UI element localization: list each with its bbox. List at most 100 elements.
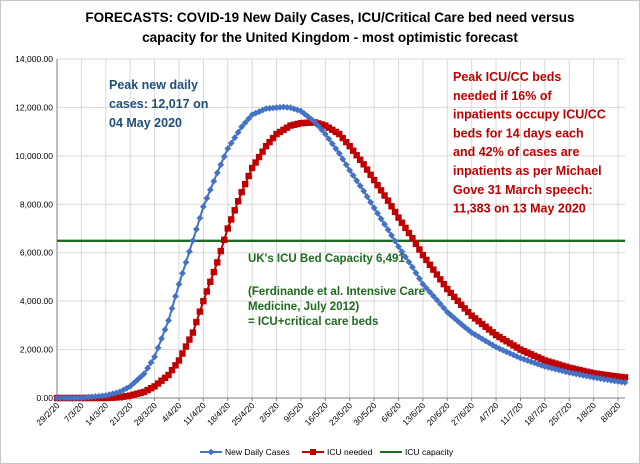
data-point-new-daily-cases: [325, 135, 333, 143]
data-point-icu-needed: [210, 268, 218, 276]
y-tick-label: 10,000.00: [15, 151, 53, 161]
data-point-icu-needed: [607, 372, 615, 379]
data-point-icu-needed: [252, 159, 259, 166]
annotation-capacity-source-line: Medicine, July 2012): [248, 301, 359, 313]
data-point-new-daily-cases: [71, 394, 78, 402]
annotation-peak-cases-line: Peak new daily: [109, 78, 198, 92]
data-point-new-daily-cases: [227, 139, 235, 147]
data-point-icu-needed: [168, 366, 176, 374]
annotation-peak-icu-line: 11,383 on 13 May 2020: [453, 202, 586, 216]
data-point-icu-needed: [391, 208, 399, 216]
data-point-new-daily-cases: [342, 161, 350, 169]
data-point-icu-needed: [583, 368, 590, 375]
data-point-icu-needed: [259, 148, 266, 155]
data-point-icu-needed: [241, 180, 249, 188]
data-point-icu-needed: [294, 120, 301, 128]
data-point-icu-needed: [562, 363, 569, 370]
y-tick-label: 4,000.00: [20, 296, 53, 306]
data-point-new-daily-cases: [182, 259, 190, 266]
data-point-icu-needed: [444, 285, 451, 293]
data-point-new-daily-cases: [53, 394, 61, 402]
y-tick-label: 0.00: [36, 393, 53, 403]
data-point-icu-needed: [151, 383, 158, 390]
data-point-icu-needed: [203, 288, 211, 295]
data-point-icu-needed: [412, 240, 420, 248]
data-point-new-daily-cases: [544, 363, 552, 371]
data-point-icu-needed: [485, 326, 493, 333]
data-point-icu-needed: [586, 369, 594, 376]
data-point-new-daily-cases: [349, 172, 357, 179]
data-point-icu-needed: [130, 391, 137, 398]
data-point-icu-needed: [503, 338, 510, 345]
data-point-icu-needed: [541, 357, 549, 364]
data-point-icu-needed: [273, 130, 280, 138]
annotation-peak-cases-line: 04 May 2020: [109, 116, 182, 130]
data-point-icu-needed: [238, 188, 245, 196]
y-tick-label: 8,000.00: [20, 199, 53, 209]
data-point-new-daily-cases: [433, 296, 441, 304]
data-point-new-daily-cases: [165, 317, 172, 324]
data-point-new-daily-cases: [381, 220, 388, 228]
data-point-new-daily-cases: [356, 182, 364, 190]
y-tick-label: 2,000.00: [20, 345, 53, 355]
data-point-icu-needed: [423, 256, 430, 264]
data-point-icu-needed: [133, 390, 141, 397]
data-point-icu-needed: [538, 355, 545, 363]
data-point-icu-needed: [266, 138, 273, 146]
data-point-new-daily-cases: [370, 204, 378, 212]
data-point-icu-needed: [381, 192, 388, 199]
data-point-icu-needed: [520, 347, 528, 355]
data-point-icu-needed: [464, 308, 472, 316]
data-point-icu-needed: [618, 373, 625, 381]
data-point-icu-needed: [447, 289, 454, 297]
series-icu-needed: [53, 119, 629, 402]
data-point-icu-needed: [248, 164, 256, 172]
data-point-icu-needed: [367, 171, 374, 179]
legend-label-icu-capacity: ICU capacity: [405, 447, 454, 457]
y-tick-label: 12,000.00: [15, 102, 53, 112]
data-point-new-daily-cases: [436, 300, 444, 308]
data-point-icu-needed: [513, 344, 521, 351]
legend-marker-new-daily-cases: [207, 448, 215, 456]
data-point-new-daily-cases: [220, 153, 228, 161]
data-point-icu-needed: [482, 323, 489, 330]
data-point-new-daily-cases: [154, 344, 162, 352]
annotation-capacity-source-line: (Ferdinande et al. Intensive Care: [248, 286, 425, 298]
data-point-new-daily-cases: [179, 269, 186, 277]
data-point-icu-needed: [395, 214, 402, 221]
data-point-new-daily-cases: [510, 351, 517, 359]
data-point-new-daily-cases: [210, 177, 218, 185]
data-point-icu-needed: [600, 371, 608, 378]
data-point-icu-needed: [506, 340, 514, 347]
data-point-icu-needed: [388, 203, 395, 210]
data-point-icu-needed: [437, 276, 444, 283]
annotation-peak-icu-line: Gove 31 March speech:: [453, 183, 593, 197]
data-point-new-daily-cases: [294, 106, 301, 114]
series-new-daily-cases: [53, 103, 629, 402]
data-point-icu-needed: [451, 293, 458, 301]
data-point-icu-needed: [524, 349, 531, 356]
data-point-new-daily-cases: [360, 187, 368, 195]
data-point-icu-needed: [454, 297, 461, 305]
data-point-icu-needed: [433, 271, 441, 278]
data-point-icu-needed: [290, 121, 298, 128]
data-point-icu-needed: [336, 130, 343, 138]
data-point-icu-needed: [621, 374, 629, 381]
data-point-icu-needed: [430, 266, 437, 273]
data-point-new-daily-cases: [231, 134, 239, 142]
data-point-new-daily-cases: [572, 370, 580, 378]
data-point-new-daily-cases: [422, 284, 430, 292]
data-point-new-daily-cases: [67, 394, 75, 402]
data-point-new-daily-cases: [377, 215, 385, 223]
data-point-new-daily-cases: [186, 248, 193, 255]
data-point-new-daily-cases: [158, 335, 165, 343]
data-point-new-daily-cases: [388, 231, 395, 239]
data-point-new-daily-cases: [109, 390, 117, 398]
data-point-new-daily-cases: [346, 166, 354, 174]
data-point-icu-needed: [332, 128, 339, 136]
data-point-icu-needed: [531, 352, 538, 359]
data-point-new-daily-cases: [335, 150, 343, 157]
data-point-icu-needed: [161, 374, 169, 382]
